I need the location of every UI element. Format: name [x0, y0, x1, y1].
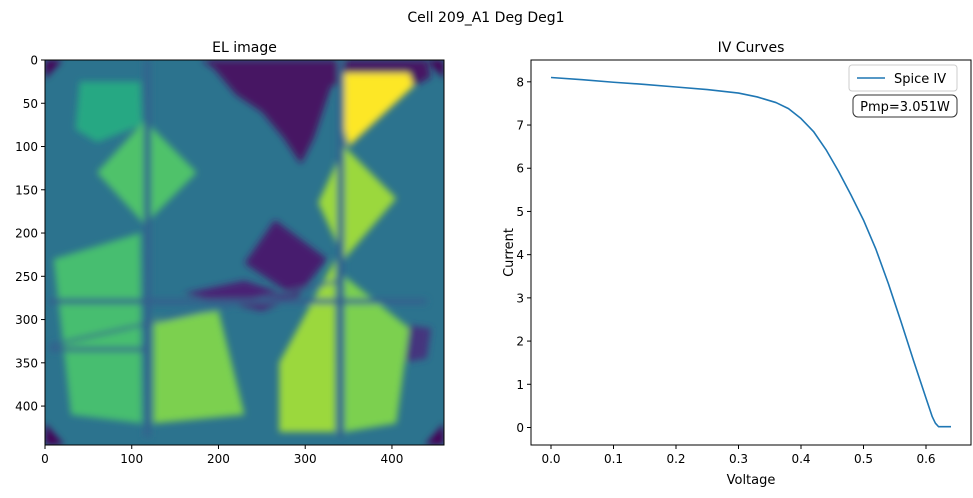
el-image-pixels [45, 60, 444, 445]
el-y-tick-label: 100 [15, 140, 38, 154]
el-y-tick-label: 350 [15, 356, 38, 370]
iv-x-tick-label: 0.1 [604, 452, 623, 466]
el-y-tick-label: 250 [15, 270, 38, 284]
iv-y-tick-label: 7 [516, 119, 524, 133]
figure-suptitle: Cell 209_A1 Deg Deg1 [407, 10, 564, 26]
iv-y-axis-label: Current [502, 228, 517, 277]
pmp-annotation-text: Pmp=3.051W [860, 100, 950, 115]
iv-legend-label: Spice IV [894, 72, 946, 87]
el-hotspot-top-right [344, 72, 414, 147]
el-dark-corner-bottom-left [45, 423, 65, 445]
iv-x-tick-label: 0.2 [666, 452, 685, 466]
iv-y-tick-label: 3 [516, 291, 524, 305]
el-x-tick-label: 300 [294, 452, 317, 466]
iv-x-axis-label: Voltage [727, 473, 776, 488]
el-bright-center-lower [153, 310, 245, 424]
iv-y-axis: 0 1 2 3 4 5 6 7 8 [516, 75, 531, 435]
el-dark-region-top [201, 60, 431, 164]
iv-legend: Spice IV [848, 64, 958, 92]
el-y-tick-label: 150 [15, 183, 38, 197]
el-image-y-axis: 0 50 100 150 200 250 300 350 400 [15, 54, 45, 414]
el-x-tick-label: 100 [120, 452, 143, 466]
el-x-tick-label: 400 [381, 452, 404, 466]
el-crack-line-horizontal-1 [49, 298, 427, 304]
iv-y-tick-label: 2 [516, 335, 524, 349]
el-image-panel: EL image 0 100 200 300 400 0 50 100 150 200 250 30… [15, 40, 445, 466]
el-crack-line-horizontal-2 [49, 347, 150, 352]
pmp-annotation-box [852, 94, 958, 118]
el-gradient-left-upper [75, 81, 143, 143]
el-y-tick-label: 400 [15, 400, 38, 414]
el-dark-corner-bottom-right [424, 423, 444, 445]
el-image-x-axis: 0 100 200 300 400 [41, 445, 403, 466]
el-y-tick-label: 0 [30, 54, 38, 68]
iv-y-tick-label: 5 [516, 205, 524, 219]
iv-x-axis: 0.0 0.1 0.2 0.3 0.4 0.5 0.6 [541, 445, 936, 466]
el-dark-diamond-center [244, 220, 327, 298]
el-dark-corner-top-right [426, 60, 444, 80]
el-gradient-left-lower [53, 233, 143, 424]
iv-y-tick-label: 4 [516, 248, 524, 262]
iv-plot-frame [530, 59, 972, 446]
el-y-tick-label: 50 [23, 97, 38, 111]
el-y-tick-label: 300 [15, 313, 38, 327]
el-x-tick-label: 0 [41, 452, 49, 466]
el-dark-corner-top-left [45, 60, 63, 80]
el-x-tick-label: 200 [207, 452, 230, 466]
iv-x-tick-label: 0.4 [791, 452, 810, 466]
el-image-title: EL image [212, 40, 277, 56]
iv-x-tick-label: 0.0 [541, 452, 560, 466]
iv-y-tick-label: 0 [516, 421, 524, 435]
el-busbar-right [337, 60, 345, 438]
iv-series-group [550, 76, 951, 428]
el-bright-right-lower [344, 276, 410, 433]
iv-curves-title: IV Curves [718, 40, 785, 56]
iv-legend-box [848, 64, 958, 92]
el-y-tick-label: 200 [15, 227, 38, 241]
iv-y-tick-label: 6 [516, 162, 524, 176]
iv-series-line [550, 76, 951, 428]
iv-x-tick-label: 0.6 [916, 452, 935, 466]
el-image-frame [44, 59, 445, 446]
iv-y-tick-label: 1 [516, 378, 524, 392]
iv-x-tick-label: 0.5 [854, 452, 873, 466]
el-busbar-left [143, 60, 151, 438]
iv-y-tick-label: 8 [516, 75, 524, 89]
iv-x-tick-label: 0.3 [729, 452, 748, 466]
el-crack-line-diagonal [49, 279, 341, 347]
iv-plot-area [531, 60, 971, 445]
pmp-annotation: Pmp=3.051W [852, 94, 958, 118]
iv-curves-panel: IV Curves 0.0 0.1 0.2 0.3 0.4 0.5 0.6 0 1 2 3 4 5 6 7… [502, 40, 972, 488]
